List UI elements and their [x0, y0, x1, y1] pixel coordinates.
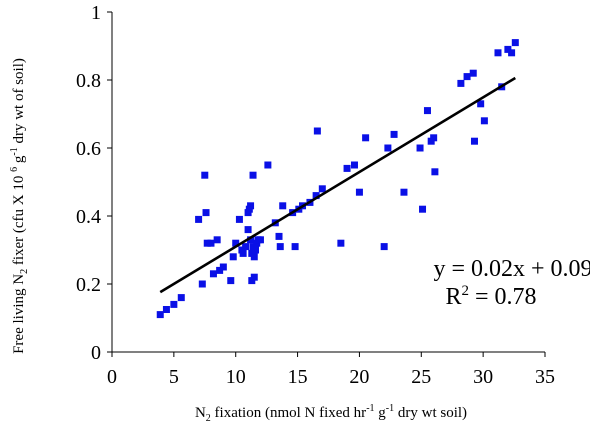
data-point — [195, 215, 203, 223]
data-point — [170, 300, 178, 308]
data-point — [249, 171, 257, 179]
data-point — [232, 239, 240, 247]
data-point — [162, 306, 170, 313]
data-point — [380, 243, 388, 251]
data-point — [431, 168, 439, 176]
data-point — [463, 73, 471, 81]
data-point — [244, 226, 252, 234]
x-axis-title: N2 fixation (nmol N fixed hr-1 g-1 dry w… — [195, 403, 467, 424]
y-tick-label: 0.8 — [76, 70, 101, 92]
x-tick-label: 20 — [349, 366, 369, 388]
data-point — [227, 277, 235, 285]
data-point — [198, 280, 206, 288]
data-point — [419, 205, 427, 213]
data-point — [256, 236, 264, 244]
data-point — [355, 188, 363, 196]
data-point — [384, 144, 392, 152]
data-point — [250, 253, 258, 261]
data-point — [279, 202, 287, 210]
data-point — [350, 161, 358, 169]
data-point — [511, 39, 519, 47]
data-point — [390, 130, 398, 138]
data-point — [508, 49, 516, 57]
y-tick-label: 0.6 — [76, 138, 101, 160]
data-point — [504, 45, 512, 53]
data-point — [362, 134, 370, 142]
data-point — [252, 246, 260, 254]
y-axis-title: Free living N2 fixer (cfu X 10 6 g-1 dry… — [9, 58, 30, 354]
data-point — [235, 215, 243, 223]
data-point — [209, 270, 217, 278]
y-tick-label: 0.2 — [76, 274, 101, 296]
data-point — [343, 164, 351, 172]
data-point — [470, 137, 478, 145]
data-point — [276, 243, 284, 251]
data-point — [312, 192, 320, 200]
data-point — [291, 243, 299, 251]
x-tick-label: 5 — [169, 366, 179, 388]
data-point — [313, 127, 321, 135]
x-tick-label: 15 — [288, 366, 308, 388]
y-tick-label: 0.4 — [76, 206, 101, 228]
data-point — [337, 239, 345, 247]
x-tick-label: 35 — [535, 366, 555, 388]
x-axis-ticks: 0 5 10 15 20 25 30 35 — [107, 352, 555, 388]
data-point — [201, 171, 209, 179]
data-point — [416, 144, 424, 152]
data-point — [213, 236, 221, 244]
data-point — [318, 185, 326, 193]
data-point — [216, 266, 224, 274]
y-axis-ticks: 0 0.2 0.4 0.6 0.8 1 — [76, 2, 112, 364]
data-point — [247, 202, 255, 210]
y-tick-label: 1 — [91, 2, 101, 24]
data-point — [239, 249, 247, 257]
data-point — [457, 79, 465, 87]
x-tick-label: 30 — [473, 366, 493, 388]
y-tick-label: 0 — [91, 342, 101, 364]
data-point — [229, 253, 237, 261]
trendline-equation: y = 0.02x + 0.09 — [433, 256, 590, 282]
data-point — [219, 263, 227, 271]
data-point — [275, 232, 283, 240]
x-tick-label: 10 — [226, 366, 246, 388]
x-tick-label: 25 — [411, 366, 431, 388]
data-point — [177, 294, 185, 302]
trendline — [159, 76, 516, 294]
data-point — [264, 161, 272, 169]
data-point — [423, 107, 431, 115]
x-tick-label: 0 — [107, 366, 117, 388]
data-point — [202, 209, 210, 217]
data-point — [430, 134, 438, 142]
data-point — [156, 311, 164, 319]
data-point — [203, 239, 211, 247]
data-point — [469, 69, 477, 77]
data-point — [480, 117, 488, 125]
data-point — [207, 239, 215, 247]
data-point — [247, 236, 255, 244]
r-squared-label: R2 = 0.78 — [445, 283, 536, 310]
data-point — [400, 188, 408, 196]
data-point — [494, 49, 502, 57]
data-point — [250, 273, 258, 281]
data-point — [242, 243, 250, 251]
data-point — [477, 100, 485, 108]
